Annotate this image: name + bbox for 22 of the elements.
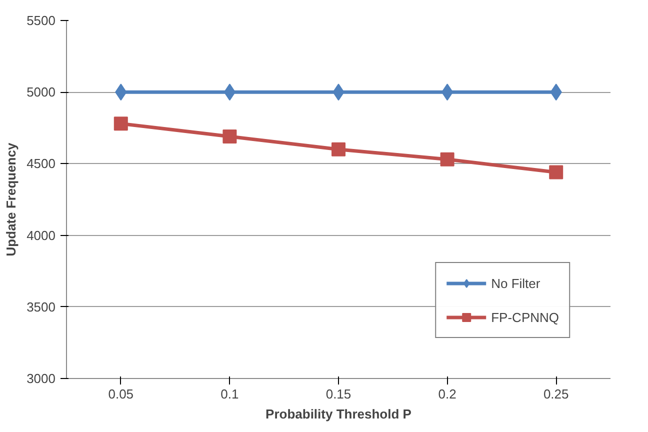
point bbox=[441, 84, 454, 101]
point bbox=[549, 165, 564, 180]
legend-label: No Filter bbox=[491, 276, 540, 290]
legend-label: FP-CPNNQ bbox=[491, 310, 559, 324]
point bbox=[224, 84, 236, 101]
point bbox=[222, 129, 237, 144]
x-tick-label: 0.1 bbox=[220, 386, 239, 402]
x-tick-label: 0.15 bbox=[326, 386, 352, 402]
x-tick-label: 0.05 bbox=[108, 386, 134, 402]
y-axis-title: Update Frequency bbox=[4, 142, 19, 256]
y-tick-label: 5000 bbox=[26, 84, 56, 100]
point bbox=[332, 142, 346, 156]
point bbox=[114, 116, 128, 131]
y-tick-label: 3000 bbox=[26, 371, 56, 386]
point bbox=[440, 152, 454, 166]
y-tick-label: 3500 bbox=[26, 299, 56, 314]
y-tick-label: 4000 bbox=[26, 228, 56, 243]
y-tick-label: 5500 bbox=[26, 13, 56, 28]
x-tick-label: 0.2 bbox=[438, 386, 456, 402]
x-tick-label: 0.25 bbox=[543, 386, 569, 402]
x-axis-title: Probability Threshold P bbox=[266, 406, 412, 422]
y-tick-label: 4500 bbox=[26, 156, 56, 172]
